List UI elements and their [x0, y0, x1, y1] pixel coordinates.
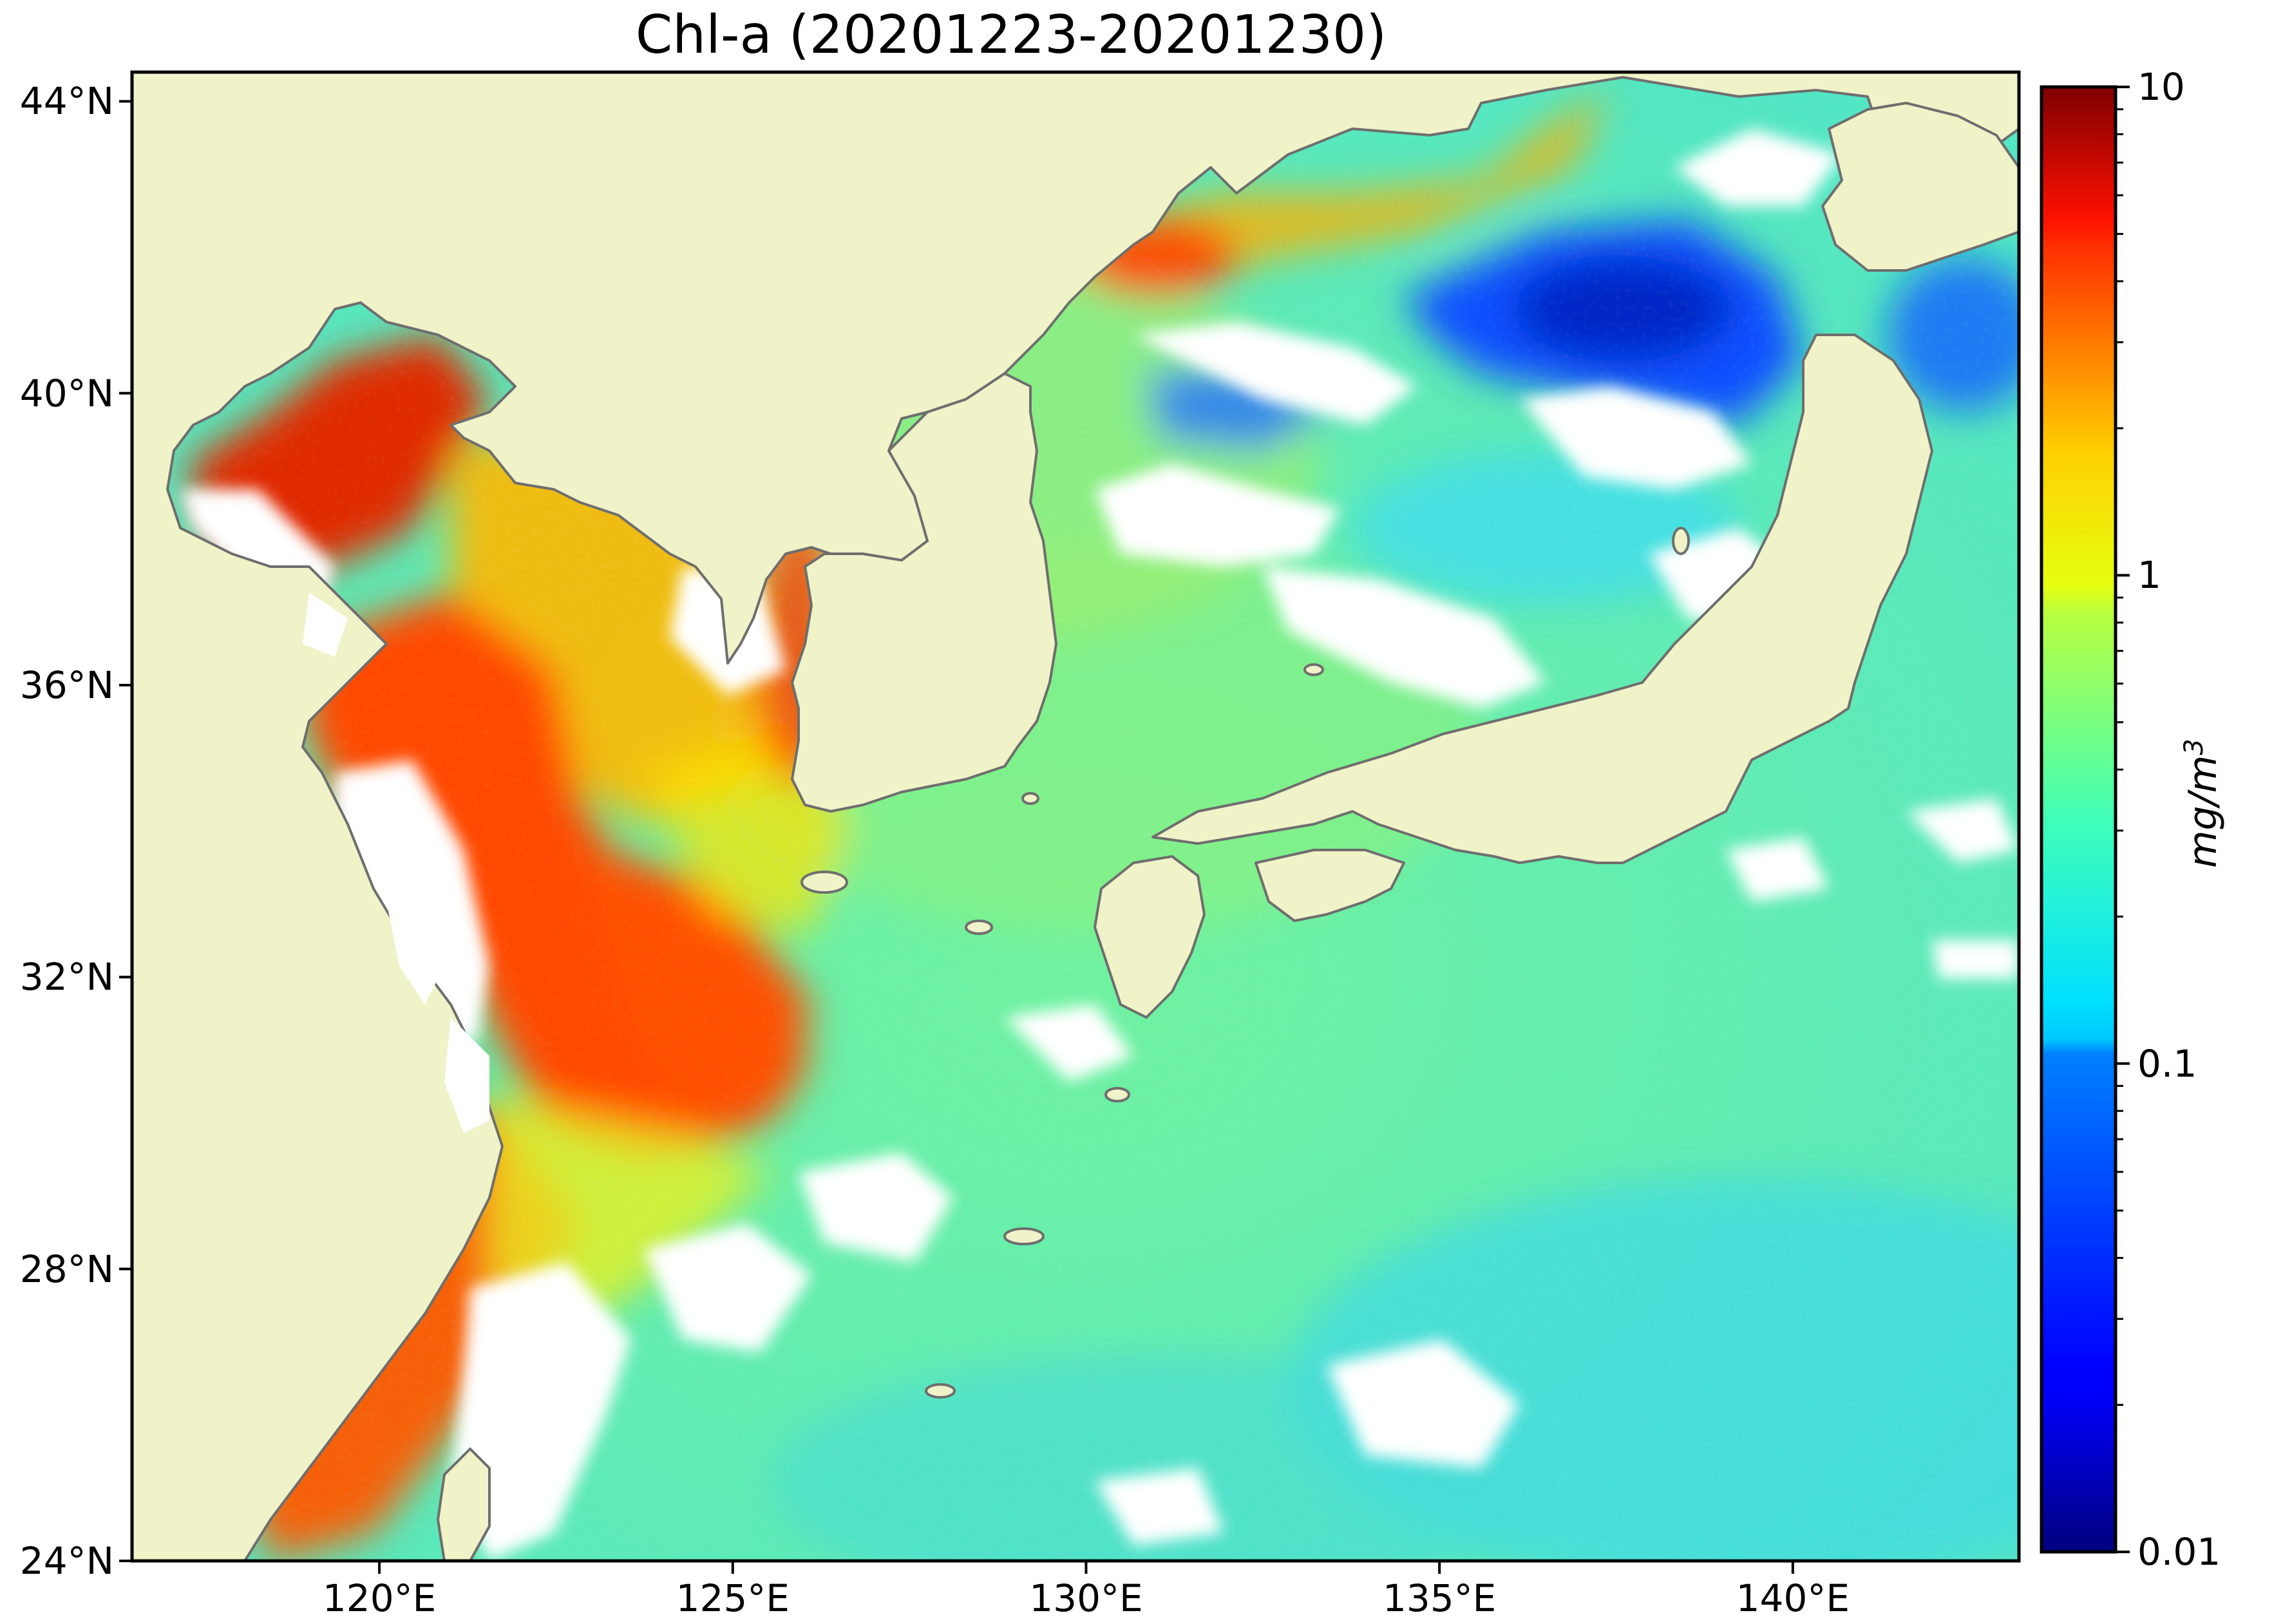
lon-tick-label: 135°E — [1382, 1576, 1497, 1620]
colorbar-tick-label: 1 — [2137, 553, 2161, 598]
lon-tick-label: 130°E — [1029, 1576, 1143, 1620]
land-honshu — [1151, 334, 1933, 864]
land-kyushu — [1094, 855, 1206, 1019]
land-masses — [132, 72, 2019, 1561]
lon-tick-label: 125°E — [676, 1576, 790, 1620]
lon-tick-label: 140°E — [1736, 1576, 1850, 1620]
latitude-ticks — [119, 100, 132, 1562]
land-shikoku — [1255, 849, 1405, 922]
lat-tick-label: 36°N — [19, 663, 114, 707]
colorbar-unit-label: mg/m3 — [2179, 739, 2226, 868]
land-hokkaido — [1821, 102, 2019, 272]
lat-tick-label: 32°N — [19, 955, 114, 999]
lat-tick-label: 44°N — [19, 79, 114, 124]
lat-tick-label: 28°N — [19, 1247, 114, 1291]
lon-tick-label: 120°E — [322, 1576, 437, 1620]
map-area — [132, 72, 2019, 1561]
lat-tick-label: 24°N — [19, 1539, 114, 1583]
lat-tick-label: 40°N — [19, 371, 114, 415]
longitude-ticks — [378, 1561, 1794, 1574]
inland-no-data — [303, 592, 489, 1133]
colorbar-ticks — [2116, 86, 2130, 1553]
figure-title: Chl-a (20201223-20201230) — [635, 5, 1387, 66]
unit-exponent: 3 — [2179, 739, 2209, 755]
colorbar-tick-label: 0.1 — [2137, 1041, 2197, 1086]
land-korea — [791, 372, 1057, 813]
colorbar — [2040, 85, 2117, 1554]
map-frame — [130, 70, 2021, 1563]
unit-base: mg/m — [2181, 755, 2226, 868]
colorbar-tick-label: 0.01 — [2137, 1530, 2221, 1574]
land-taiwan — [437, 1448, 491, 1561]
land-mainland — [132, 72, 2019, 1561]
land-jeju — [800, 871, 848, 894]
colorbar-tick-label: 10 — [2137, 65, 2185, 109]
